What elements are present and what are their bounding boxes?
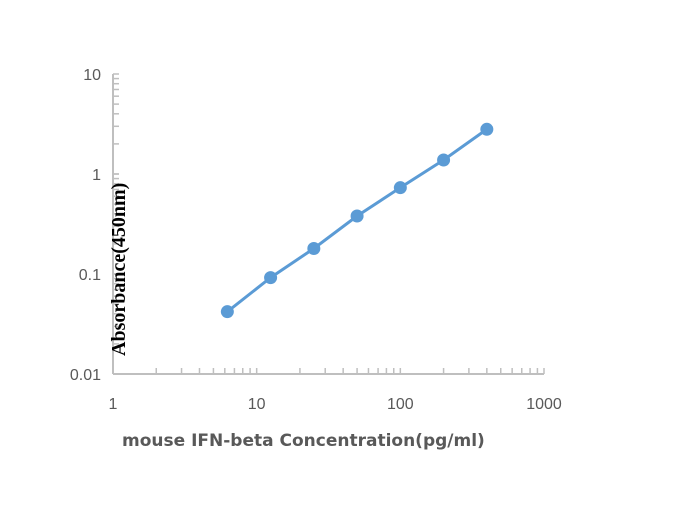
data-point — [307, 241, 321, 255]
y-tick-label: 10 — [83, 67, 101, 84]
y-tick-label: 1 — [92, 167, 101, 184]
data-point — [480, 122, 494, 136]
x-tick-label: 10 — [248, 396, 266, 413]
data-point — [220, 305, 234, 319]
y-axis-label: Absorbance(450nm) — [108, 183, 130, 356]
y-tick-label: 0.1 — [79, 267, 101, 284]
data-point — [350, 209, 364, 223]
x-axis-label: mouse IFN-beta Concentration(pg/ml) — [122, 431, 485, 451]
data-point — [437, 153, 451, 167]
x-tick-label: 100 — [387, 396, 414, 413]
plot-area — [220, 122, 494, 319]
axes — [112, 73, 545, 375]
tick-labels: 1 10 100 1000 0.01 0.1 1 10 — [70, 67, 562, 413]
data-point — [264, 271, 278, 285]
data-point — [393, 181, 407, 195]
x-tick-label: 1 — [109, 396, 118, 413]
x-tick-label: 1000 — [526, 396, 562, 413]
y-tick-label: 0.01 — [70, 367, 101, 384]
